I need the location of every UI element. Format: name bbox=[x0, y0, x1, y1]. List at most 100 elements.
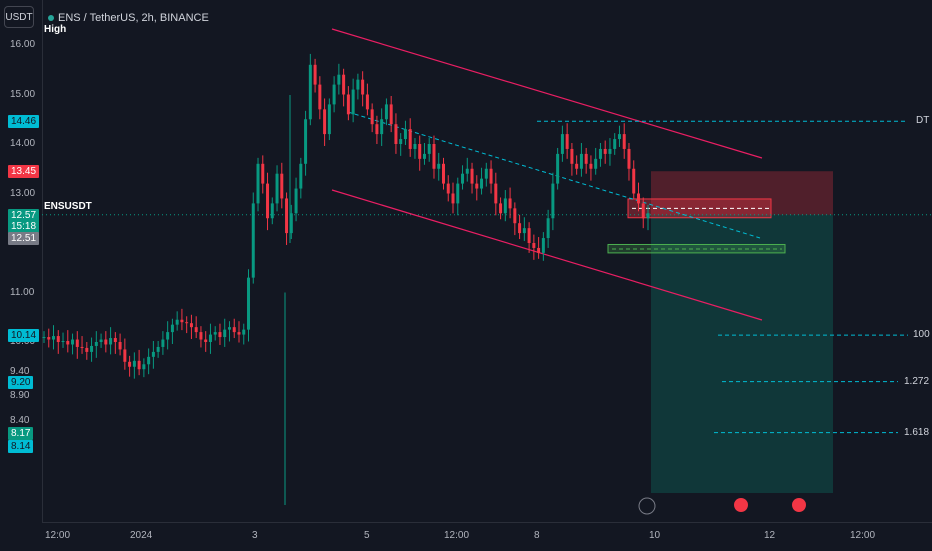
candle-body bbox=[318, 84, 322, 110]
candle-body bbox=[199, 332, 203, 340]
candle-body bbox=[484, 168, 488, 179]
candle-body bbox=[570, 148, 574, 164]
candle-body bbox=[451, 193, 455, 204]
time-tick: 12:00 bbox=[850, 530, 876, 541]
candle-body bbox=[308, 64, 312, 120]
candle-body bbox=[560, 134, 564, 154]
status-dot-icon bbox=[48, 15, 54, 22]
candle-body bbox=[456, 183, 460, 204]
candle-body bbox=[327, 104, 331, 135]
price-badge: 8.14 bbox=[8, 439, 34, 453]
candle-body bbox=[441, 163, 445, 184]
candle-body bbox=[603, 148, 607, 154]
candle-body bbox=[408, 129, 412, 149]
candle-body bbox=[403, 129, 407, 140]
symbol-label: ENSUSDT bbox=[44, 201, 92, 212]
currency-button[interactable]: USDT bbox=[4, 6, 34, 28]
level-label: DT bbox=[916, 115, 930, 127]
candle-body bbox=[527, 228, 531, 243]
candle-body bbox=[641, 203, 645, 219]
candle-body bbox=[66, 341, 70, 345]
time-axis[interactable]: 12:00 2024 3 5 12:00 8 10 12 12:00 bbox=[42, 522, 932, 551]
candle-body bbox=[361, 79, 365, 95]
price-tick: 8.90 bbox=[10, 390, 30, 402]
candle-body bbox=[285, 198, 289, 234]
candle-body bbox=[575, 163, 579, 169]
candle-body bbox=[346, 94, 350, 115]
candle-body bbox=[289, 213, 293, 234]
candle-body bbox=[237, 332, 241, 335]
candle-body bbox=[613, 139, 617, 149]
candle-body bbox=[247, 277, 251, 330]
flash-event-icon bbox=[638, 497, 656, 515]
price-badge: 8.17 bbox=[8, 426, 34, 440]
candle-body bbox=[365, 94, 369, 110]
candle-body bbox=[275, 173, 279, 204]
candle-body bbox=[399, 139, 403, 144]
candle-body bbox=[299, 163, 303, 189]
candle-body bbox=[218, 332, 222, 338]
candle-body bbox=[113, 338, 117, 342]
candle-body bbox=[161, 339, 165, 347]
price-badge: 10.14 bbox=[8, 329, 40, 343]
chart-title-text: ENS / TetherUS, 2h, BINANCE bbox=[58, 12, 209, 24]
time-tick: 5 bbox=[364, 530, 370, 541]
candle-body bbox=[280, 173, 284, 199]
candle-body bbox=[137, 360, 141, 370]
candle-body bbox=[294, 188, 298, 214]
candle-body bbox=[584, 153, 588, 164]
candle-body bbox=[104, 339, 108, 345]
candle-body bbox=[494, 183, 498, 204]
candle-body bbox=[75, 339, 79, 347]
price-badge: 9.20 bbox=[8, 375, 34, 389]
candle-body bbox=[422, 153, 426, 159]
candle-body bbox=[342, 74, 346, 95]
chart-canvas[interactable] bbox=[0, 0, 932, 522]
time-tick: 3 bbox=[252, 530, 258, 541]
candle-body bbox=[522, 228, 526, 234]
candle-body bbox=[242, 329, 246, 335]
candle-body bbox=[142, 364, 146, 370]
channel-mid-line bbox=[347, 111, 761, 239]
candle-body bbox=[156, 346, 160, 352]
candle-body bbox=[598, 148, 602, 159]
candle-body bbox=[223, 329, 227, 338]
candle-body bbox=[323, 109, 327, 135]
candle-body bbox=[213, 332, 217, 335]
level-label: 1.618 bbox=[904, 426, 930, 438]
candle-body bbox=[132, 360, 136, 367]
candle-body bbox=[109, 338, 113, 345]
price-tick: 13.00 bbox=[10, 187, 36, 199]
candle-body bbox=[185, 322, 189, 324]
candle-body bbox=[627, 148, 631, 169]
candle-body bbox=[646, 213, 650, 219]
candle-body bbox=[194, 327, 198, 333]
candle-body bbox=[85, 347, 89, 352]
candle-body bbox=[80, 346, 84, 348]
candle-body bbox=[608, 148, 612, 154]
candle-body bbox=[394, 124, 398, 144]
candle-body bbox=[432, 144, 436, 169]
candle-body bbox=[551, 183, 555, 219]
candle-body bbox=[632, 168, 636, 194]
candle-body bbox=[489, 168, 493, 184]
candle-body bbox=[227, 327, 231, 330]
candle-body bbox=[370, 109, 374, 125]
candle-body bbox=[128, 361, 132, 367]
candle-body bbox=[470, 168, 474, 184]
candle-body bbox=[204, 339, 208, 342]
candle-body bbox=[351, 89, 355, 115]
candle-body bbox=[499, 203, 503, 214]
candle-body bbox=[508, 198, 512, 209]
time-tick: 8 bbox=[534, 530, 540, 541]
us-event-icon bbox=[792, 498, 806, 512]
price-axis[interactable]: USDT 16.0015.0014.0013.0011.0010.009.408… bbox=[0, 0, 43, 522]
time-tick: 12:00 bbox=[45, 530, 71, 541]
price-tick: 11.00 bbox=[10, 286, 35, 298]
candle-body bbox=[546, 218, 550, 239]
price-badge: 13.45 bbox=[8, 165, 40, 179]
level-label: 100 bbox=[913, 329, 930, 341]
channel-upper-line bbox=[331, 28, 763, 159]
candle-body bbox=[251, 203, 255, 278]
candle-body bbox=[594, 158, 598, 169]
